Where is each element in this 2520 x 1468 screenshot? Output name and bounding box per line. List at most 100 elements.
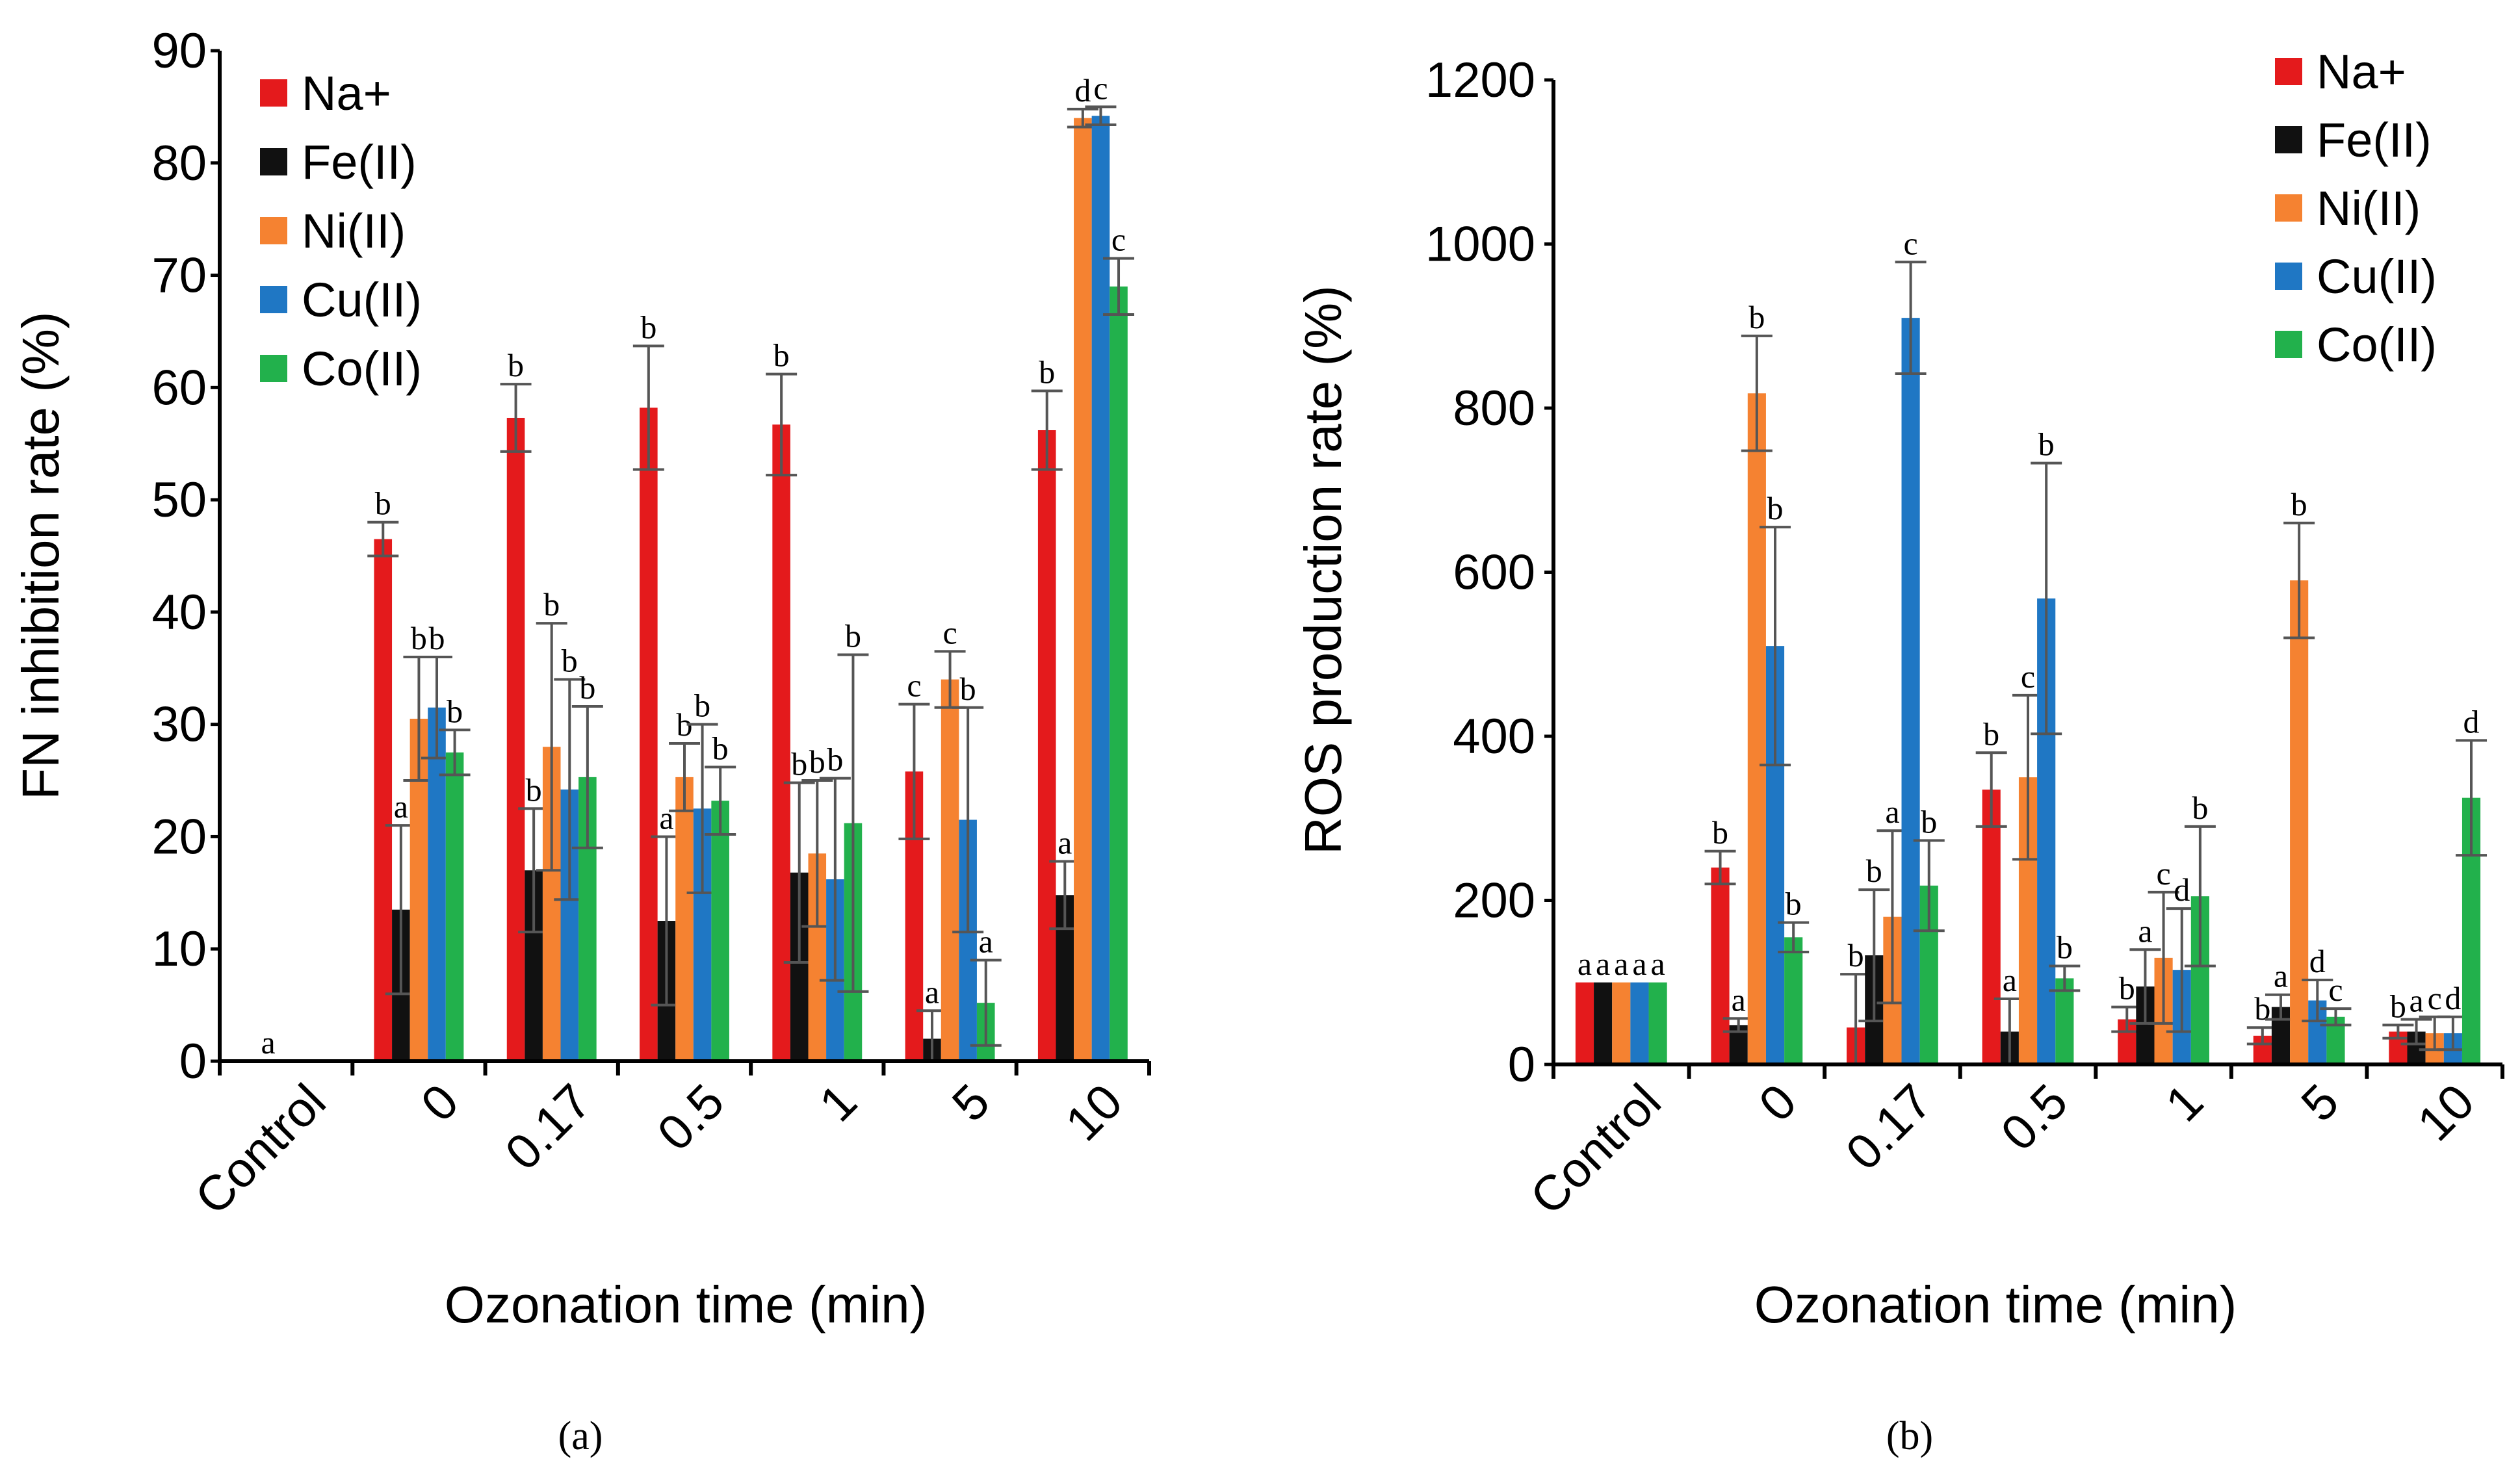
significance-label: c [1903,225,1917,261]
significance-label: a [1596,946,1610,982]
bar-Na+-0.5 [1982,790,2001,1064]
bar-Co(II)-0 [1784,937,1803,1064]
significance-label: b [508,347,524,383]
panel-label: (a) [558,1414,603,1458]
y-tick-label: 0 [179,1034,207,1089]
significance-label: c [1111,222,1126,258]
bar-Co(II)-10 [1110,286,1128,1061]
significance-label: b [845,618,861,654]
y-axis-title: ROS production rate (%) [1294,285,1352,855]
y-tick-label: 200 [1453,873,1535,929]
x-tick-label: 0.5 [647,1074,735,1161]
x-tick-label: 5 [942,1074,1000,1132]
y-tick-label: 50 [151,472,207,528]
significance-label: c [2021,658,2035,695]
legend-swatch [2275,194,2302,222]
y-tick-label: 600 [1453,545,1535,600]
legend-swatch [260,355,287,382]
legend-swatch [2275,331,2302,358]
significance-label: b [1786,886,1802,922]
y-tick-label: 90 [151,23,207,79]
x-axis-title: Ozonation time (min) [1754,1276,2237,1333]
significance-label: b [791,746,807,782]
significance-label: b [1848,937,1864,973]
significance-label: b [2291,486,2307,522]
significance-label: a [261,1024,275,1061]
significance-label: b [2038,426,2055,463]
bar-Ni(II)-Control [1612,982,1631,1064]
significance-label: c [2156,855,2170,892]
bar-Co(II)-0.5 [711,801,729,1061]
significance-label: a [1650,946,1665,982]
bar-Ni(II)-0 [1747,393,1766,1064]
significance-label: d [1074,72,1091,109]
significance-label: b [2057,929,2073,966]
significance-label: d [2174,871,2190,908]
y-tick-label: 20 [151,809,207,864]
bar-Na+-1 [772,424,790,1061]
significance-label: a [2003,962,2017,998]
significance-label: a [1614,946,1628,982]
bar-Ni(II)-5 [941,679,959,1061]
significance-label: b [694,688,710,724]
x-tick-label: 1 [809,1074,868,1132]
significance-label: a [659,799,673,836]
x-tick-label: 0.17 [1836,1074,1943,1181]
bar-Na+-0 [1711,868,1730,1064]
significance-label: a [979,923,993,960]
y-tick-label: 60 [151,360,207,415]
significance-label: a [2409,983,2423,1019]
significance-label: b [447,693,463,729]
significance-label: d [2463,703,2480,740]
bar-Co(II)-Control [1648,982,1667,1064]
y-tick-label: 10 [151,921,207,977]
x-tick-label: 0.17 [495,1074,602,1181]
legend-swatch [260,217,287,244]
bar-Ni(II)-0.5 [675,777,694,1061]
significance-label: c [1093,70,1108,106]
y-tick-label: 80 [151,136,207,191]
significance-label: b [1983,715,1999,752]
y-tick-label: 70 [151,248,207,303]
legend-label: Fe(II) [302,135,417,189]
x-tick-label: 0 [1748,1074,1807,1132]
bar-Cu(II)-0.17 [1901,318,1920,1064]
legend-label: Na+ [2317,45,2406,99]
y-tick-label: 800 [1453,381,1535,436]
legend-swatch [2275,263,2302,290]
significance-label: c [2428,980,2442,1016]
x-tick-label: Control [185,1074,336,1225]
legend-label: Na+ [302,66,391,120]
legend-label: Co(II) [2317,318,2437,372]
significance-label: a [1578,946,1592,982]
x-tick-label: 5 [2291,1074,2350,1132]
significance-label: a [1732,981,1746,1018]
significance-label: a [394,788,408,825]
bar-Cu(II)-Control [1630,982,1649,1064]
significance-label: b [1712,814,1728,851]
legend-swatch [2275,126,2302,153]
significance-label: b [2119,970,2135,1007]
significance-label: b [526,771,542,808]
bar-Fe(II)-Control [1594,982,1613,1064]
legend-label: Fe(II) [2317,113,2432,167]
y-tick-label: 1200 [1425,53,1535,108]
legend-label: Ni(II) [2317,181,2421,235]
significance-label: b [543,586,560,623]
significance-label: c [2328,972,2343,1008]
significance-label: b [712,730,729,766]
y-tick-label: 1000 [1425,217,1535,272]
bar-Na+-10 [1037,430,1056,1061]
significance-label: b [375,485,391,522]
y-tick-label: 40 [151,585,207,640]
bar-Na+-Control [1575,982,1594,1064]
legend: Na+ Fe(II) Ni(II) Cu(II) Co(II) [2275,45,2437,372]
bar-Ni(II)-10 [1074,118,1092,1062]
significance-label: a [1885,793,1899,830]
significance-label: b [1921,803,1937,840]
significance-label: b [1767,490,1784,526]
significance-label: b [429,620,445,656]
x-axis-title: Ozonation time (min) [445,1276,927,1333]
legend-swatch [260,286,287,313]
